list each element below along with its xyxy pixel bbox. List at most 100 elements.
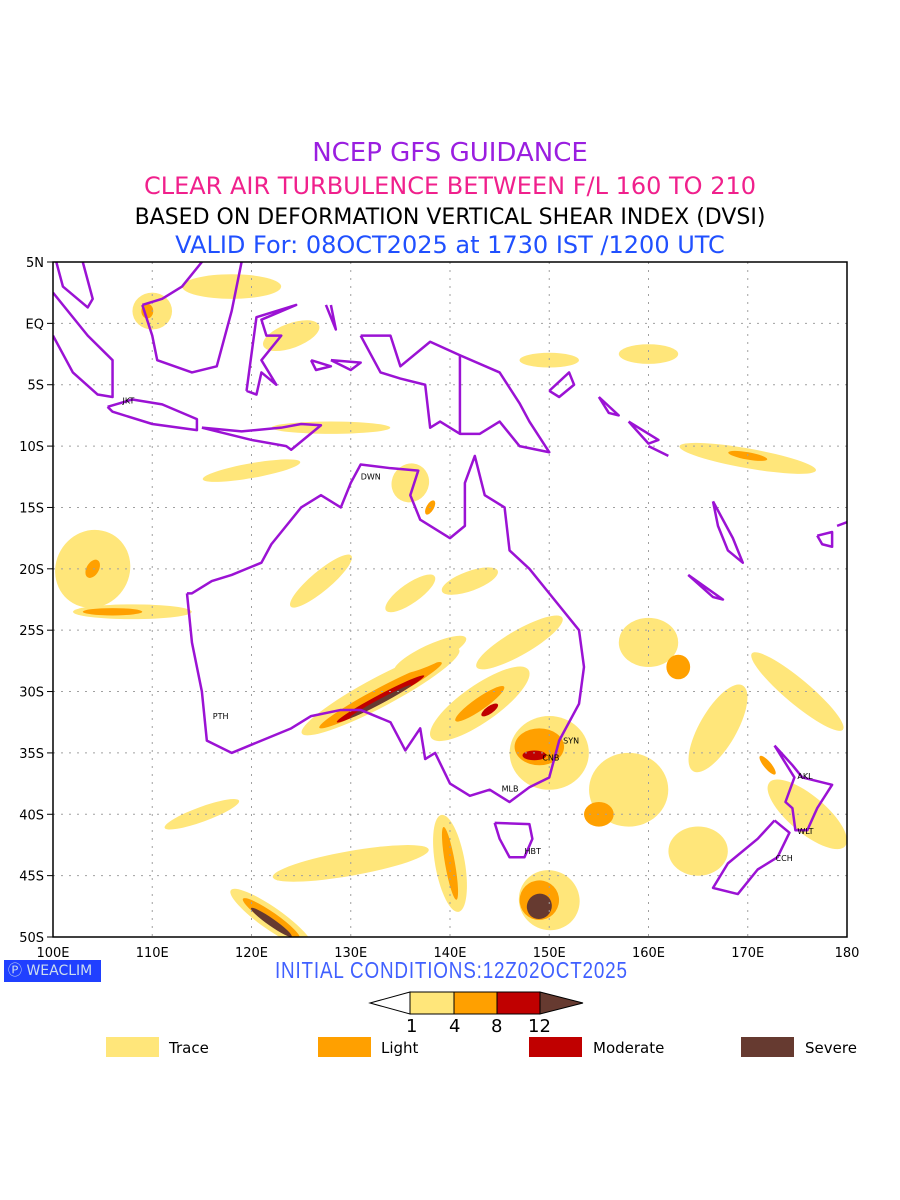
- lat-label: 25S: [19, 624, 44, 639]
- coastline: [359, 334, 551, 454]
- coastline: [711, 819, 791, 896]
- city-label-jkt: JKT: [121, 396, 134, 405]
- coastline: [493, 821, 534, 859]
- coastline: [711, 500, 745, 564]
- legend-swatch-severe: [741, 1037, 794, 1057]
- lat-label: 45S: [19, 870, 44, 885]
- city-label-cnb: CNB: [542, 754, 559, 763]
- coastline: [141, 262, 243, 374]
- coastline: [106, 398, 199, 432]
- legend-label-severe: Severe: [805, 1039, 857, 1057]
- turbulence-area: [618, 617, 679, 668]
- turbulence-area: [289, 554, 352, 608]
- colorbar: [368, 991, 584, 1015]
- turbulence-area: [385, 574, 436, 613]
- coastline: [330, 358, 362, 372]
- city-label-wlt: WLT: [797, 827, 813, 836]
- lat-label: 5N: [26, 256, 44, 271]
- legend-label-moderate: Moderate: [593, 1039, 665, 1057]
- legend-swatch-light: [318, 1037, 371, 1057]
- lat-label: EQ: [26, 317, 44, 332]
- turbulence-area: [526, 893, 552, 920]
- turbulence-area: [522, 750, 547, 761]
- lat-label: 10S: [19, 440, 44, 455]
- turbulence-area: [82, 608, 143, 616]
- turbulence-area: [394, 635, 467, 674]
- lon-label: 130E: [334, 946, 367, 961]
- lat-label: 5S: [27, 379, 44, 394]
- copyright-icon: Ⓟ: [8, 963, 22, 979]
- city-label-hbt: HBT: [524, 847, 541, 856]
- coastline: [245, 303, 298, 396]
- coastline: [55, 262, 94, 309]
- coastline: [816, 530, 834, 548]
- turbulence-area: [182, 274, 282, 299]
- turbulence-area: [391, 463, 430, 503]
- turbulence-area: [164, 799, 240, 830]
- turbulence-area: [455, 686, 505, 722]
- lon-label: 110E: [136, 946, 169, 961]
- title-line-3: BASED ON DEFORMATION VERTICAL SHEAR INDE…: [134, 205, 766, 230]
- title-line-1: NCEP GFS GUIDANCE: [312, 138, 588, 168]
- turbulence-area: [759, 755, 776, 775]
- weaclim-logo: Ⓟ WEACLIM: [4, 960, 101, 982]
- valid-time: VALID For: 08OCT2025 at 1730 IST /1200 U…: [175, 231, 725, 259]
- coastline: [201, 422, 323, 452]
- city-label-akl: AKL: [797, 772, 813, 781]
- lon-label: 150E: [533, 946, 566, 961]
- legend-swatch-trace: [106, 1037, 159, 1057]
- city-label-dwn: DWN: [361, 473, 381, 482]
- lat-label: 20S: [19, 563, 44, 578]
- map-frame: [52, 261, 848, 938]
- colorbar-tick: 8: [491, 1016, 503, 1037]
- coastline: [597, 396, 620, 417]
- turbulence-area: [668, 826, 728, 876]
- city-label-syn: SYN: [563, 736, 579, 745]
- turbulence-area: [441, 567, 498, 595]
- coastline: [324, 304, 338, 331]
- lat-label: 15S: [19, 501, 44, 516]
- turbulence-area: [481, 703, 499, 717]
- lat-label: 30S: [19, 686, 44, 701]
- turbulence-area: [271, 421, 391, 434]
- city-labels: JKT DWN PTH SYN CNB MLB HBT AKL WLT CCH: [121, 396, 813, 863]
- lat-label: 40S: [19, 808, 44, 823]
- city-label-cch: CCH: [776, 854, 793, 863]
- title-line-2: CLEAR AIR TURBULENCE BETWEEN F/L 160 TO …: [143, 172, 757, 200]
- lon-label: 170E: [731, 946, 764, 961]
- gridlines: [53, 262, 847, 937]
- turbulence-area: [349, 684, 412, 718]
- lon-label: 100E: [36, 946, 69, 961]
- colorbar-tick: 4: [449, 1016, 461, 1037]
- colorbar-tick: 12: [528, 1016, 551, 1037]
- turbulence-area: [688, 684, 748, 773]
- initial-conditions: INITIAL CONDITIONS:12Z02OCT2025: [275, 957, 628, 983]
- lat-label: 35S: [19, 747, 44, 762]
- turbulence-area: [767, 779, 847, 850]
- turbulence-area: [85, 559, 100, 578]
- coastline: [53, 291, 114, 399]
- colorbar-tick: 1: [406, 1016, 418, 1037]
- coastline: [185, 454, 586, 804]
- turbulence-area: [476, 615, 563, 670]
- turbulence-area: [618, 344, 679, 364]
- coastline: [627, 420, 660, 445]
- turbulence-area: [519, 352, 579, 368]
- lon-label: 160E: [632, 946, 665, 961]
- coastline: [309, 358, 333, 372]
- coastline: [687, 573, 725, 601]
- coastline: [773, 744, 834, 832]
- coastline: [647, 444, 669, 458]
- lon-label: 180: [835, 946, 860, 961]
- city-label-pth: PTH: [213, 712, 229, 721]
- city-label-mlb: MLB: [502, 784, 519, 793]
- legend-label-light: Light: [381, 1039, 419, 1057]
- lon-label: 140E: [433, 946, 466, 961]
- turbulence-area: [262, 320, 320, 352]
- coastline: [548, 371, 576, 399]
- coastlines: [53, 262, 847, 896]
- legend-swatch-moderate: [529, 1037, 582, 1057]
- turbulence-fields: [55, 274, 847, 937]
